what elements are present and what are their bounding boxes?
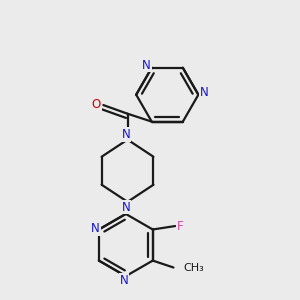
Text: N: N bbox=[142, 58, 151, 71]
Text: N: N bbox=[91, 222, 100, 235]
Text: N: N bbox=[200, 86, 209, 100]
Text: N: N bbox=[122, 128, 130, 141]
Text: F: F bbox=[177, 220, 184, 232]
Text: N: N bbox=[122, 200, 130, 214]
Text: N: N bbox=[120, 274, 128, 287]
Text: CH₃: CH₃ bbox=[183, 262, 204, 272]
Text: O: O bbox=[92, 98, 101, 111]
